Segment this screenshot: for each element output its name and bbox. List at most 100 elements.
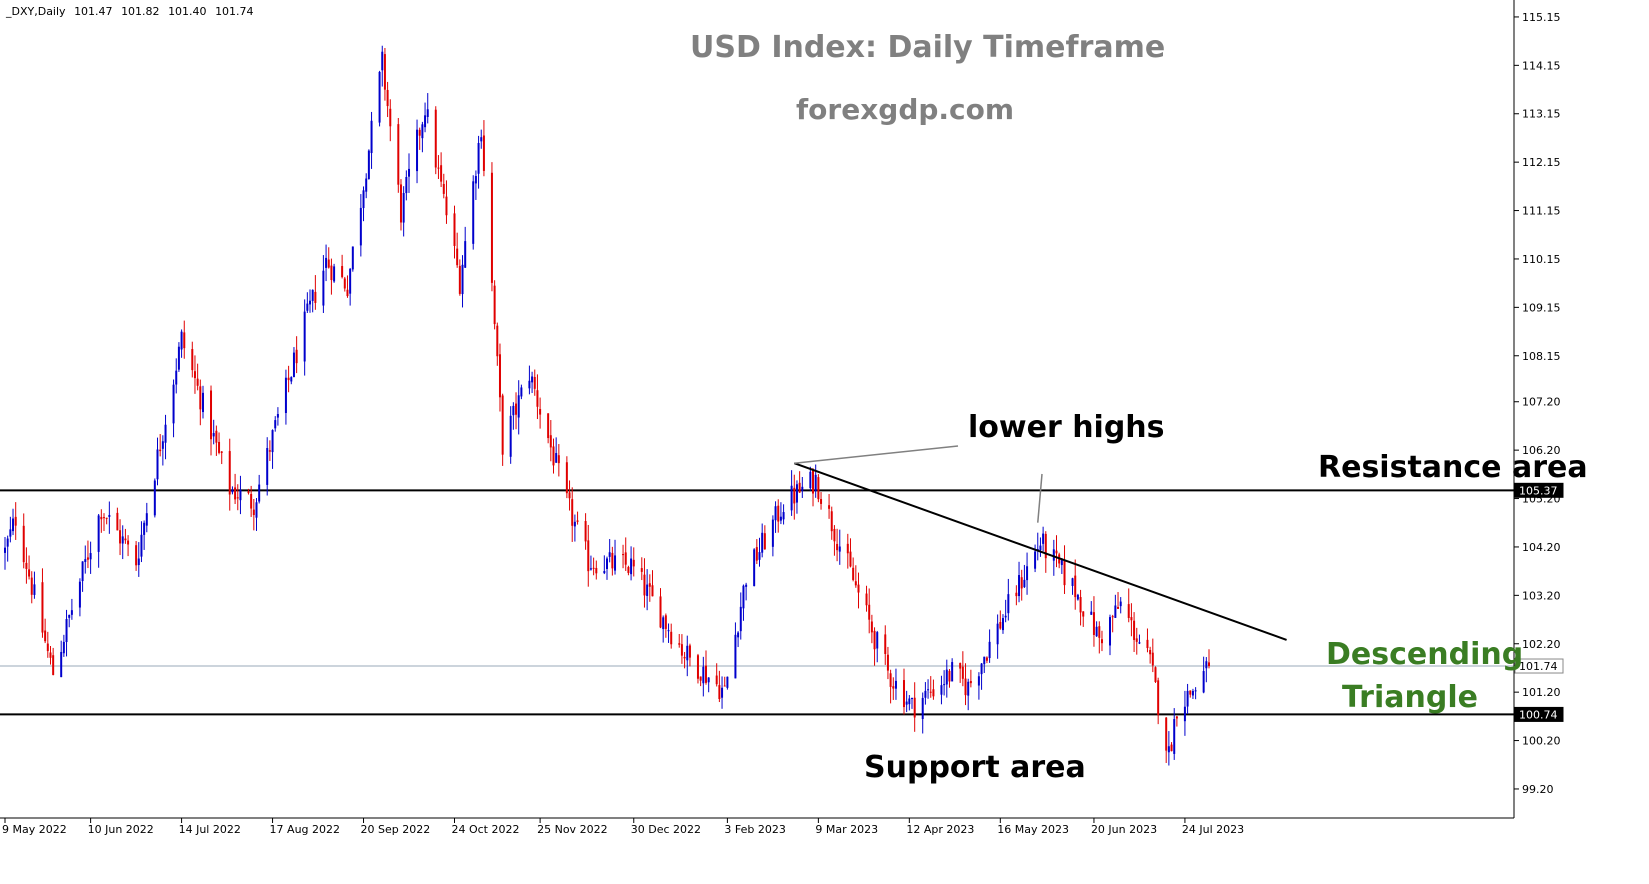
price-label: 100.74 [1519, 708, 1558, 721]
candle-bull [734, 634, 737, 679]
candle-bear [22, 525, 25, 563]
candle-bull [924, 690, 927, 698]
candle-bear [857, 584, 860, 593]
candle-bull [349, 268, 352, 294]
candle-bear [437, 167, 440, 169]
candle-bull [9, 529, 12, 537]
candle-bear [680, 644, 683, 656]
pattern-label-line2: Triangle [1342, 680, 1478, 715]
candle-bear [1208, 662, 1210, 667]
candle-bull [333, 266, 336, 282]
candle-bear [119, 530, 122, 544]
candle-bear [683, 656, 686, 659]
candle-bear [183, 332, 186, 349]
candle-bull [325, 257, 328, 268]
candle-bull [472, 181, 475, 244]
candle-bear [210, 390, 213, 440]
candle-bear [533, 376, 536, 389]
price-label-box [1514, 706, 1564, 722]
candle-bull [408, 168, 411, 177]
candle-bear [902, 680, 905, 708]
candle-bear [704, 665, 707, 683]
candle-bull [365, 178, 368, 192]
x-tick-label: 14 Jul 2022 [179, 823, 241, 836]
candle-bull [303, 311, 306, 362]
candle-bear [723, 685, 726, 687]
candle-bull [121, 536, 124, 544]
candle-bull [1109, 617, 1112, 646]
candle-bull [175, 370, 178, 385]
candle-bull [6, 538, 9, 547]
candle-bear [763, 533, 766, 550]
candle-bull [1205, 661, 1208, 669]
candle-bull [68, 614, 71, 618]
candle-bear [1044, 533, 1047, 559]
candle-bear [135, 545, 138, 566]
candle-bull [737, 632, 740, 638]
candle-bull [761, 532, 764, 553]
candle-bull [477, 142, 480, 174]
candle-bear [793, 487, 796, 504]
candle-bear [434, 109, 437, 168]
candle-bear [659, 596, 662, 628]
candle-bear [236, 497, 239, 499]
candle-bull [306, 303, 309, 311]
candle-bull [255, 502, 258, 518]
candle-bull [426, 109, 429, 117]
candle-bear [1175, 716, 1178, 719]
candle-bull [290, 377, 293, 382]
candle-bear [442, 183, 445, 194]
candle-bull [480, 137, 483, 142]
candle-bull [180, 331, 183, 350]
candle-bull [801, 486, 804, 491]
candle-bear [664, 615, 667, 629]
candle-bull [531, 376, 534, 383]
candle-bear [25, 562, 28, 569]
candle-bear [498, 354, 501, 398]
candle-bull [782, 512, 785, 520]
candle-bear [884, 634, 887, 654]
candle-bear [1100, 639, 1103, 644]
candle-bear [191, 349, 194, 371]
chart-subtitle: forexgdp.com [796, 93, 1015, 126]
candle-bull [905, 701, 908, 705]
candle-bull [351, 246, 354, 270]
candle-bear [287, 377, 290, 381]
candle-bear [643, 574, 646, 596]
candle-bear [892, 686, 895, 689]
y-tick-label: 110.15 [1522, 253, 1561, 266]
candle-bull [33, 584, 36, 595]
candle-bull [940, 685, 943, 695]
candle-bull [1001, 618, 1004, 631]
x-tick-label: 24 Oct 2022 [451, 823, 519, 836]
candle-bear [539, 409, 542, 415]
candle-bull [177, 346, 180, 370]
candle-bull [239, 489, 242, 501]
candle-bear [755, 547, 758, 561]
candle-bear [86, 557, 89, 560]
candle-bear [1151, 652, 1154, 666]
candle-bear [913, 697, 916, 718]
candle-bull [528, 380, 531, 389]
support-label: Support area [864, 750, 1086, 785]
axes: 115.15 114.15 113.15 112.15 111.15 110.15 109.… [0, 0, 1564, 836]
y-tick-label: 103.20 [1522, 589, 1561, 602]
candle-bull [474, 176, 477, 184]
candle-bear [453, 213, 456, 246]
candle-bull [1042, 533, 1045, 544]
candle-bull [795, 484, 798, 503]
candle-bull [927, 689, 930, 691]
candle-bear [1092, 612, 1095, 635]
candle-bull [78, 581, 81, 608]
candle-bull [790, 485, 793, 511]
candle-bear [969, 681, 972, 684]
candle-bull [137, 558, 140, 566]
candle-bear [929, 691, 932, 693]
candle-bear [46, 643, 49, 652]
candle-bull [156, 449, 159, 480]
x-tick-label: 16 May 2023 [997, 823, 1069, 836]
candle-bear [688, 645, 691, 658]
candle-bear [493, 285, 496, 325]
candle-bull [943, 684, 946, 686]
